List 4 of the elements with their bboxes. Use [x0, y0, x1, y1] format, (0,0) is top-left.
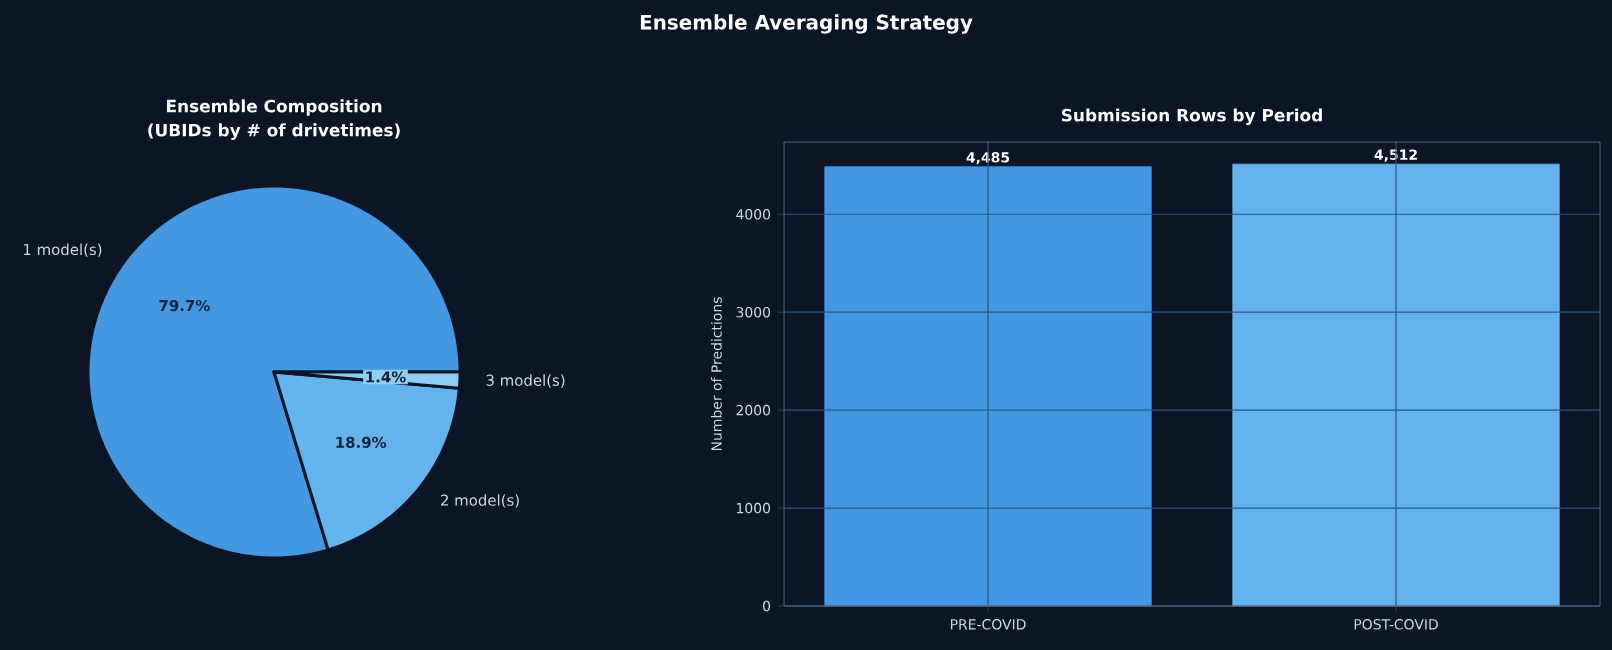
- chart-subtitle: (UBIDs by # of drivetimes): [148, 123, 400, 140]
- text: Ensemble Averaging Strategy: [640, 14, 973, 34]
- chart-title: Ensemble Composition: [167, 99, 382, 116]
- chart-title: Submission Rows by Period: [1061, 108, 1322, 126]
